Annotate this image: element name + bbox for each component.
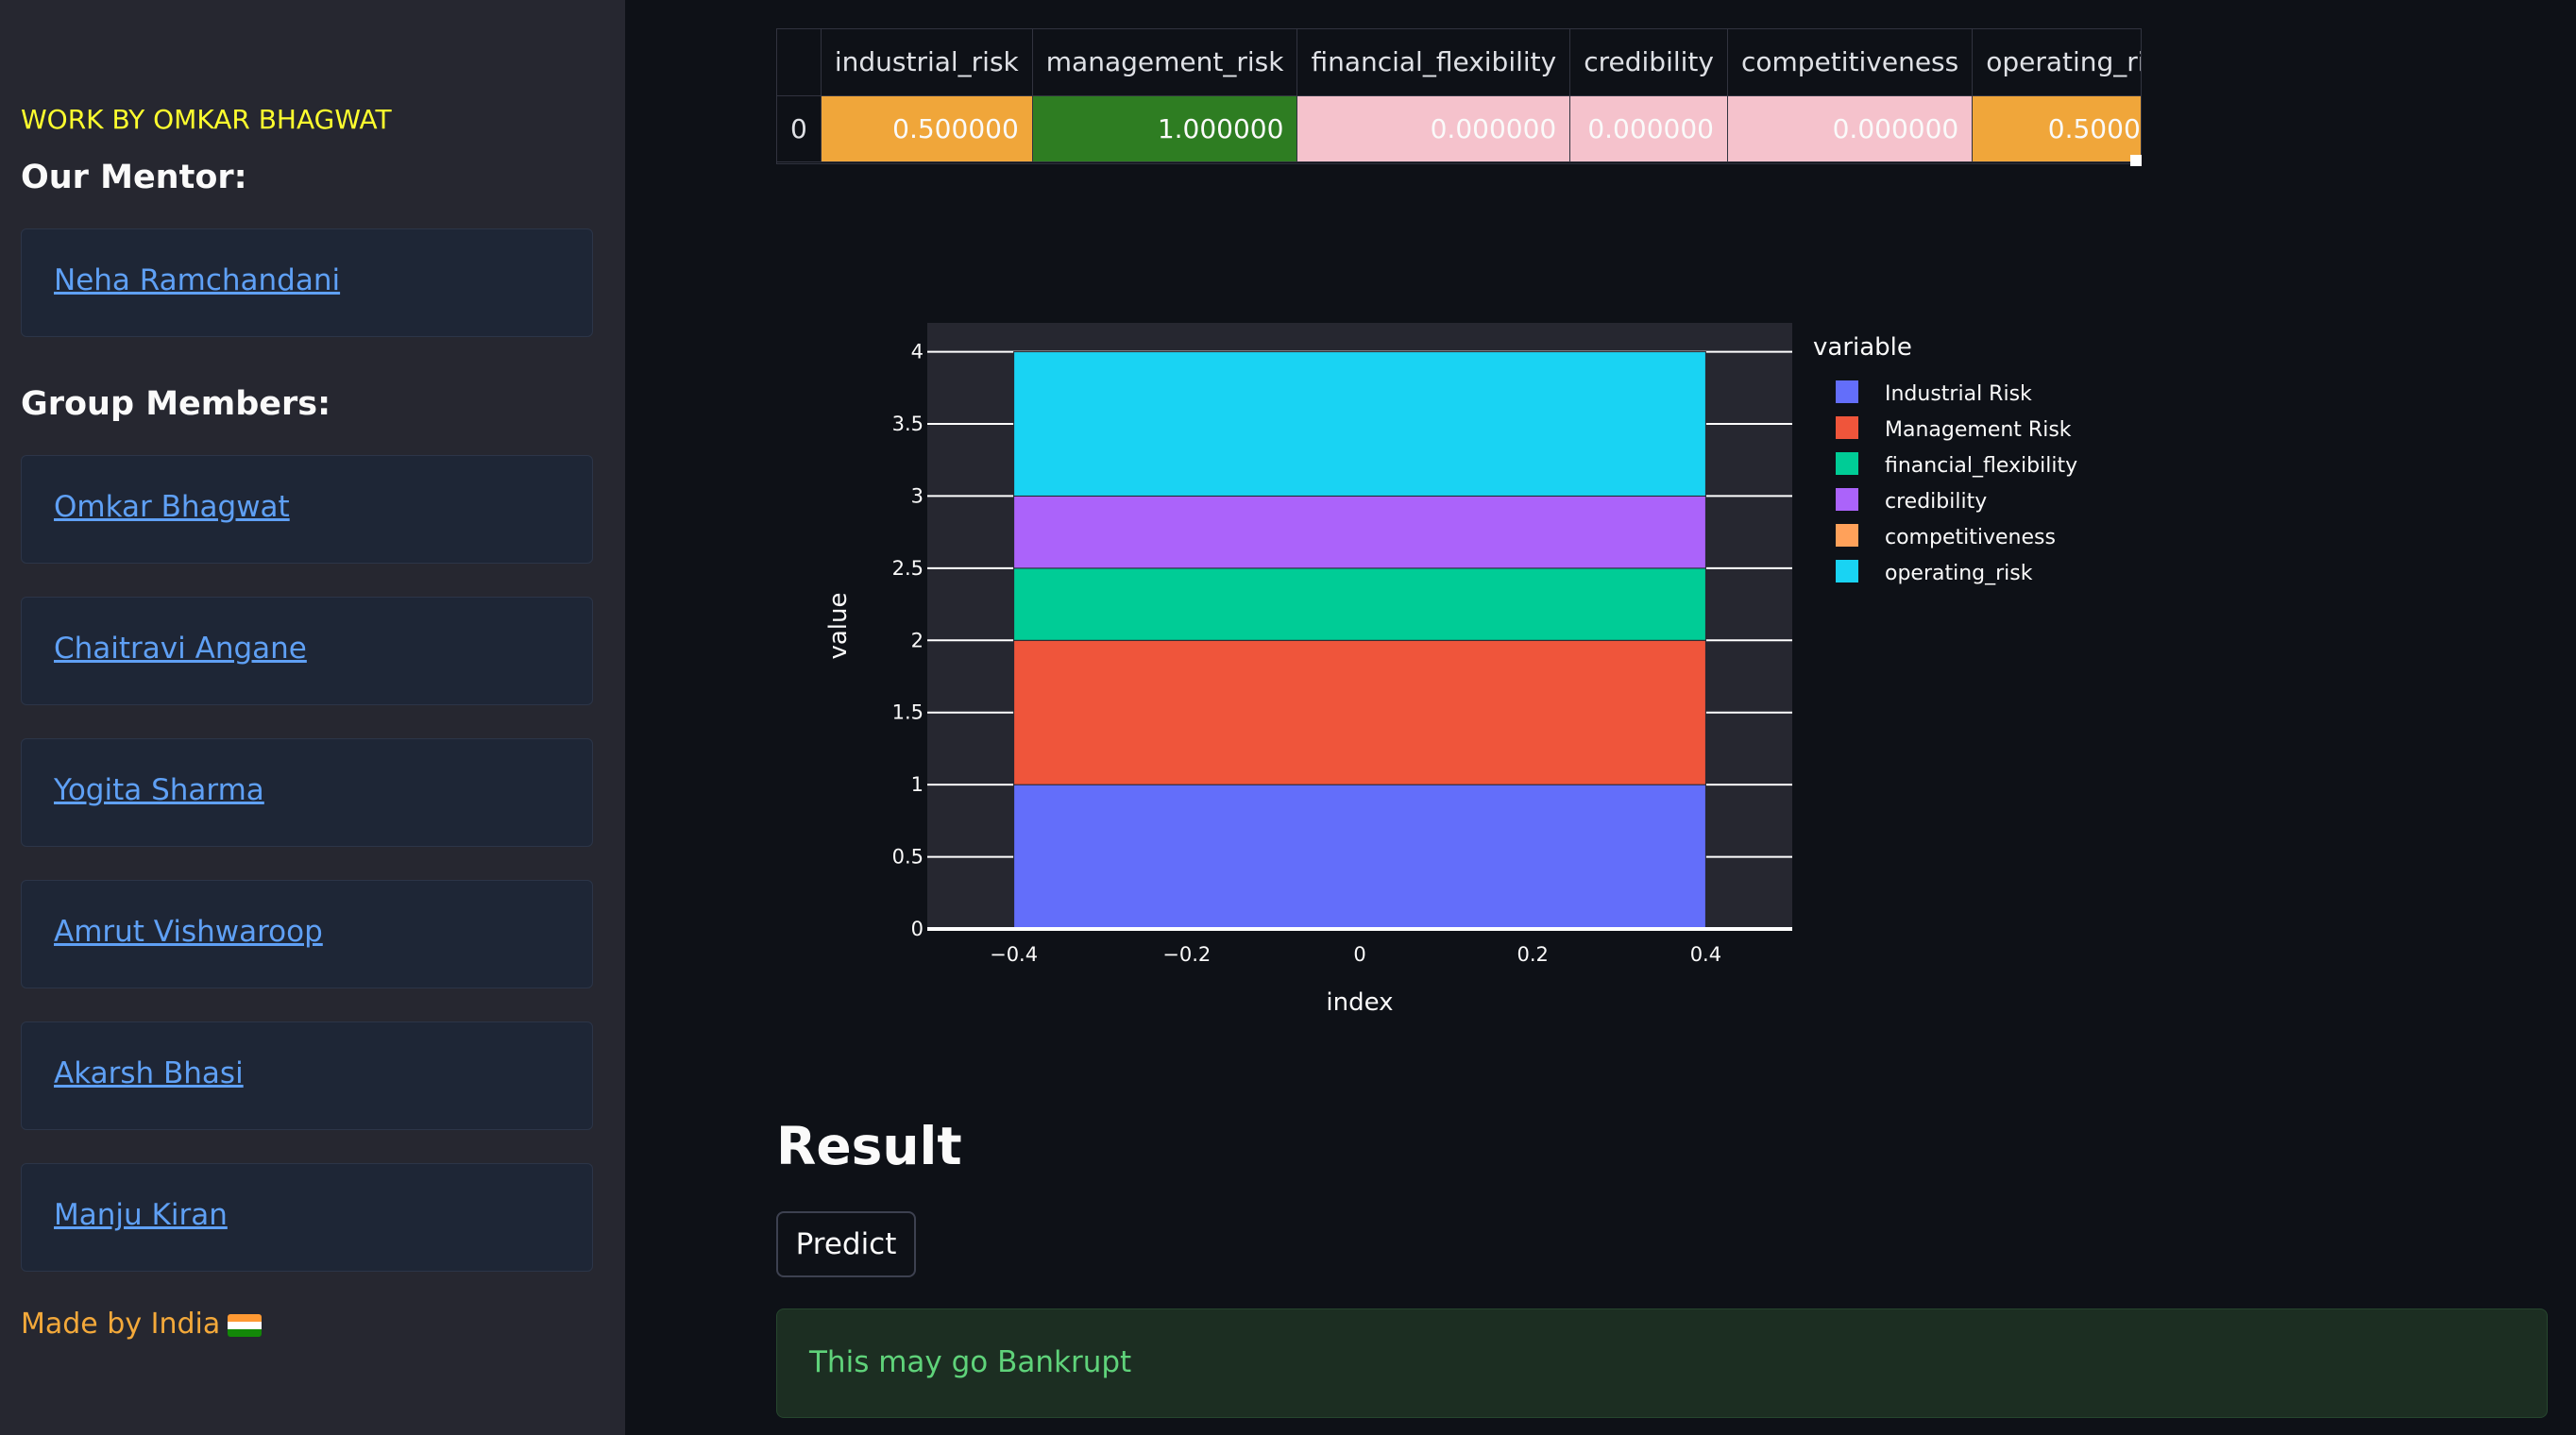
member-link-omkar[interactable]: Omkar Bhagwat — [54, 490, 290, 524]
table-row: 0 0.500000 1.000000 0.000000 0.000000 0.… — [777, 95, 2141, 162]
mentor-link[interactable]: Neha Ramchandani — [54, 263, 341, 297]
legend-title: variable — [1813, 333, 1912, 362]
x-tick-label: 0.4 — [1690, 943, 1721, 966]
column-header[interactable]: industrial_risk — [821, 29, 1033, 96]
bar-segment — [1013, 351, 1706, 497]
result-heading: Result — [776, 1116, 962, 1176]
mentor-card: Neha Ramchandani — [21, 228, 593, 337]
table-cell[interactable]: 1.000000 — [1032, 95, 1298, 162]
member-card: Omkar Bhagwat — [21, 455, 593, 564]
footer: Made by India — [21, 1308, 263, 1341]
stacked-bar-chart: 0 0.5 1 1.5 2 2.5 3 3.5 4 −0.4 −0.2 0 0.2 0.4 index val… — [824, 323, 2077, 1017]
column-header[interactable]: management_risk — [1032, 29, 1298, 96]
y-tick-label: 1.5 — [892, 701, 924, 724]
legend-entry: credibility — [1885, 490, 1987, 514]
header-row: industrial_risk management_risk financia… — [777, 29, 2141, 96]
member-card: Chaitravi Angane — [21, 597, 593, 705]
y-tick-label: 1 — [911, 773, 924, 796]
table-cell[interactable]: 0.000000 — [1296, 95, 1571, 162]
dataframe-table: industrial_risk management_risk financia… — [777, 29, 2141, 162]
group-heading: Group Members: — [21, 385, 331, 423]
index-header — [777, 29, 822, 96]
legend-swatch — [1836, 524, 1858, 547]
x-tick-label: 0 — [1353, 943, 1365, 966]
input-dataframe[interactable]: industrial_risk management_risk financia… — [776, 28, 2142, 164]
mentor-heading: Our Mentor: — [21, 159, 247, 196]
column-header[interactable]: credibility — [1569, 29, 1728, 96]
legend-entry: Industrial Risk — [1885, 382, 2032, 406]
table-cell[interactable]: 0.500000 — [1972, 95, 2141, 162]
result-alert: This may go Bankrupt — [776, 1308, 2548, 1418]
member-link-chaitravi[interactable]: Chaitravi Angane — [54, 632, 307, 666]
table-cell[interactable]: 0.000000 — [1569, 95, 1728, 162]
y-tick-label: 0 — [911, 918, 924, 940]
legend-swatch — [1836, 452, 1858, 475]
member-card: Akarsh Bhasi — [21, 1021, 593, 1130]
y-tick-label: 2.5 — [892, 557, 924, 580]
predict-button[interactable]: Predict — [776, 1211, 916, 1277]
y-tick-label: 2 — [911, 629, 924, 651]
legend-swatch — [1836, 380, 1858, 403]
table-resize-handle[interactable] — [2130, 155, 2142, 166]
column-header[interactable]: financial_flexibility — [1296, 29, 1571, 96]
column-header[interactable]: operating_risk — [1972, 29, 2141, 96]
legend-entry: operating_risk — [1885, 562, 2033, 585]
column-header[interactable]: competitiveness — [1727, 29, 1974, 96]
legend-entry: financial_flexibility — [1885, 454, 2077, 478]
result-message: This may go Bankrupt — [809, 1345, 1132, 1379]
x-tick-label: −0.4 — [990, 943, 1038, 966]
x-axis-title: index — [1326, 988, 1393, 1017]
india-flag-icon — [228, 1313, 263, 1337]
y-tick-label: 3.5 — [892, 413, 924, 435]
member-link-amrut[interactable]: Amrut Vishwaroop — [54, 915, 323, 949]
table-cell[interactable]: 0.000000 — [1727, 95, 1974, 162]
legend-swatch — [1836, 416, 1858, 439]
member-card: Yogita Sharma — [21, 738, 593, 847]
member-link-akarsh[interactable]: Akarsh Bhasi — [54, 1056, 244, 1090]
member-card: Manju Kiran — [21, 1163, 593, 1272]
bar-segment — [1013, 639, 1706, 785]
y-tick-label: 4 — [911, 341, 924, 363]
member-link-yogita[interactable]: Yogita Sharma — [54, 773, 264, 807]
y-axis-title: value — [824, 592, 853, 659]
member-link-manju[interactable]: Manju Kiran — [54, 1198, 228, 1232]
y-tick-label: 0.5 — [892, 846, 924, 869]
y-tick-label: 3 — [911, 484, 924, 507]
row-index: 0 — [777, 95, 822, 162]
footer-text: Made by India — [21, 1308, 221, 1341]
legend-entry: competitiveness — [1885, 526, 2056, 549]
x-tick-label: 0.2 — [1517, 943, 1548, 966]
sidebar: WORK BY OMKAR BHAGWAT Our Mentor: Neha R… — [0, 0, 625, 1435]
table-cell[interactable]: 0.500000 — [821, 95, 1033, 162]
bar-segment — [1013, 567, 1706, 641]
legend-swatch — [1836, 488, 1858, 511]
bar-segment — [1013, 495, 1706, 569]
credit-text: WORK BY OMKAR BHAGWAT — [21, 104, 392, 135]
legend-swatch — [1836, 560, 1858, 582]
x-tick-label: −0.2 — [1162, 943, 1211, 966]
bar-segment — [1013, 784, 1706, 930]
member-card: Amrut Vishwaroop — [21, 880, 593, 988]
legend-entry: Management Risk — [1885, 418, 2072, 442]
